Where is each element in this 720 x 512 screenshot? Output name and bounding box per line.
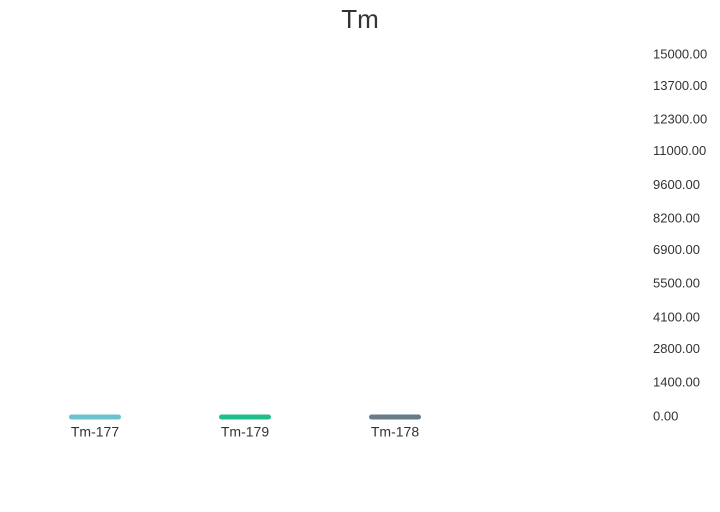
y-tick-label: 4100.00 <box>653 309 700 324</box>
bar-tm-177[interactable] <box>69 414 121 420</box>
x-tick-label: Tm-178 <box>371 424 419 440</box>
y-tick-label: 0.00 <box>653 408 678 423</box>
x-tick-label: Tm-179 <box>221 424 269 440</box>
y-tick-label: 9600.00 <box>653 177 700 192</box>
y-tick-label: 6900.00 <box>653 242 700 257</box>
bar-tm-179[interactable] <box>219 414 271 420</box>
y-tick-label: 13700.00 <box>653 78 707 93</box>
y-tick-label: 2800.00 <box>653 341 700 356</box>
x-axis: Tm-177 Tm-179 Tm-178 <box>71 424 419 440</box>
bars <box>69 414 421 420</box>
y-tick-label: 11000.00 <box>653 143 706 158</box>
y-tick-label: 8200.00 <box>653 211 700 226</box>
y-tick-label: 12300.00 <box>653 112 707 127</box>
chart-title: Tm <box>341 4 379 34</box>
y-tick-label: 15000.00 <box>653 46 707 61</box>
x-tick-label: Tm-177 <box>71 424 119 440</box>
y-tick-label: 1400.00 <box>653 375 700 390</box>
bar-tm-178[interactable] <box>369 414 421 420</box>
y-axis: 15000.00 13700.00 12300.00 11000.00 9600.00 8… <box>653 46 707 423</box>
y-tick-label: 5500.00 <box>653 276 700 291</box>
